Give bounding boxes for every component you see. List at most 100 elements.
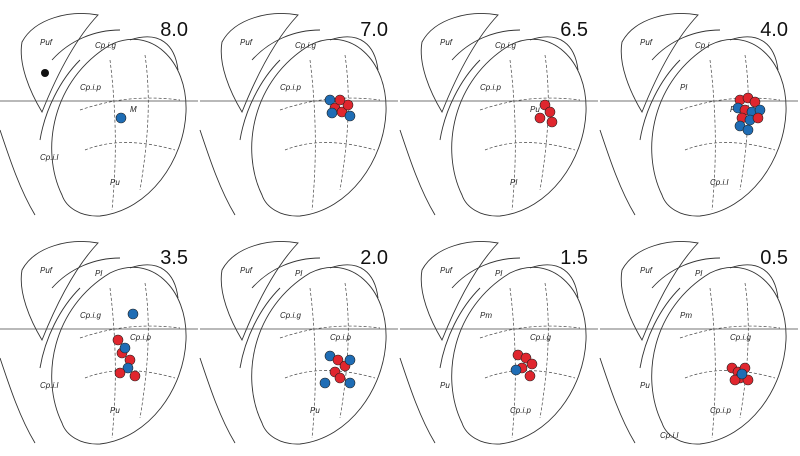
red-site (334, 94, 346, 106)
atlas-outline (251, 257, 321, 289)
region-label: Pu (110, 406, 120, 415)
atlas-boundary (79, 97, 181, 111)
blue-site (326, 107, 338, 119)
atlas-outline (439, 59, 481, 141)
region-label: M (130, 105, 137, 114)
region-label: Cp.i (695, 41, 709, 50)
region-label: Pl (495, 269, 502, 278)
section-number: 4.0 (760, 19, 788, 41)
atlas-outline (451, 29, 521, 61)
red-site (332, 354, 344, 366)
atlas-boundary (679, 325, 781, 339)
section-number: 8.0 (160, 19, 188, 41)
atlas-outline (420, 13, 499, 114)
atlas-boundary (139, 282, 149, 419)
marker-dot (41, 69, 49, 77)
region-label: Pl (680, 83, 687, 92)
atlas-outline (129, 264, 179, 299)
atlas-outline (20, 13, 99, 114)
atlas-outline (451, 257, 521, 289)
atlas-boundary (509, 59, 516, 211)
atlas-outline (599, 129, 636, 216)
region-label: Cp.i.l (710, 178, 728, 187)
region-label: Cp.i.g (95, 41, 116, 50)
region-label: Cp.i.g (495, 41, 516, 50)
atlas-panel: Puf Pl Pm Cp.i.g Cp.i.p Pu 1.5 (399, 241, 598, 445)
atlas-boundary (84, 142, 176, 151)
atlas-outline (620, 241, 699, 342)
red-site (129, 370, 141, 382)
blue-site (344, 377, 356, 389)
region-label: Cp.i.l (40, 153, 58, 162)
region-label: Cp.i.g (730, 333, 751, 342)
atlas-outline (651, 257, 721, 289)
region-label: Cp.i.p (130, 333, 151, 342)
atlas-outline (129, 36, 179, 71)
region-label: Cp.i.p (280, 83, 301, 92)
region-label: Puf (40, 38, 53, 47)
region-label: Puf (240, 266, 253, 275)
region-label: Puf (240, 38, 253, 47)
region-label: Pu (110, 178, 120, 187)
atlas-boundary (739, 54, 749, 191)
red-site (729, 374, 741, 386)
atlas-outline (399, 129, 436, 216)
section-number: 7.0 (360, 19, 388, 41)
region-label: Puf (440, 266, 453, 275)
section-number: 6.5 (560, 19, 588, 41)
blue-site (510, 364, 522, 376)
region-label: Pl (95, 269, 102, 278)
atlas-outline (51, 29, 121, 61)
atlas-outline (220, 241, 299, 342)
blue-site (736, 368, 748, 380)
atlas-boundary (739, 282, 749, 419)
atlas-boundary (539, 282, 549, 419)
region-label: Cp.i.l (40, 381, 58, 390)
atlas-panel: Puf Cp.i.g Cp.i.p M Pu Cp.i.l 8.0 (0, 13, 198, 217)
blue-site (344, 354, 356, 366)
blue-site (115, 112, 127, 124)
red-site (112, 334, 124, 346)
atlas-boundary (479, 97, 581, 111)
atlas-boundary (684, 370, 776, 379)
atlas-boundary (484, 142, 576, 151)
atlas-outline (20, 241, 99, 342)
blue-site (122, 362, 134, 374)
region-label: Puf (640, 266, 653, 275)
atlas-outline (199, 357, 236, 444)
atlas-outline (639, 59, 681, 141)
region-label: Pu (310, 406, 320, 415)
region-label: Cp.i.p (80, 83, 101, 92)
region-label: Puf (640, 38, 653, 47)
atlas-boundary (109, 59, 116, 211)
atlas-outline (451, 39, 587, 217)
blue-site (319, 377, 331, 389)
blue-site (344, 110, 356, 122)
red-site (534, 112, 546, 124)
atlas-boundary (679, 97, 781, 111)
atlas-outline (39, 59, 81, 141)
region-label: Pl (510, 178, 517, 187)
atlas-outline (220, 13, 299, 114)
region-label: Cp.i.l (660, 431, 678, 440)
atlas-boundary (709, 287, 716, 439)
region-label: Pm (480, 311, 492, 320)
atlas-boundary (509, 287, 516, 439)
region-label: Cp.i.p (710, 406, 731, 415)
red-site (334, 372, 346, 384)
red-site (752, 112, 764, 124)
section-number: 1.5 (560, 247, 588, 269)
atlas-boundary (479, 325, 581, 339)
blue-site (742, 124, 754, 136)
region-label: Pu (530, 105, 540, 114)
atlas-outline (329, 36, 379, 71)
region-label: Puf (40, 266, 53, 275)
atlas-outline (529, 36, 579, 71)
region-label: Cp.i.p (480, 83, 501, 92)
atlas-outline (39, 287, 81, 369)
atlas-outline (620, 13, 699, 114)
region-label: Pl (695, 269, 702, 278)
